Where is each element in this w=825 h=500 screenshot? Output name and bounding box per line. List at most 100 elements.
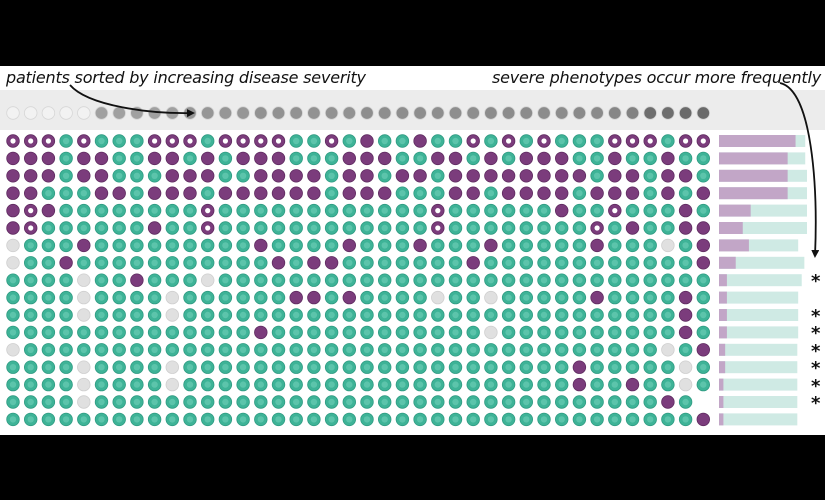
purple-dot (147, 151, 162, 166)
teal-dot-core (239, 207, 247, 214)
teal-dot-core (239, 364, 247, 371)
teal-dot-core (647, 277, 654, 284)
teal-dot-core (558, 346, 565, 353)
teal-dot-core (133, 224, 141, 232)
missing-dot (165, 290, 180, 305)
teal-dot-core (399, 416, 406, 423)
teal-dot-core (275, 346, 282, 353)
purple-dot (696, 256, 711, 270)
teal-dot-core (523, 329, 530, 336)
teal-dot-core (381, 416, 388, 423)
purple-ring-center (629, 138, 636, 144)
purple-dot (254, 169, 268, 183)
teal-dot-core (629, 329, 636, 336)
purple-dot (661, 169, 675, 183)
teal-dot-core (434, 329, 441, 336)
frequency-bar-phenotype (719, 135, 796, 147)
teal-dot-core (98, 277, 105, 284)
teal-dot-core (629, 311, 636, 319)
teal-dot-core (452, 294, 459, 301)
purple-dot (147, 186, 162, 200)
teal-dot-core (434, 172, 441, 179)
teal-dot-core (204, 259, 211, 266)
purple-dot (572, 169, 587, 183)
teal-dot-core (523, 242, 530, 249)
teal-dot-core (558, 311, 565, 319)
teal-dot-core (593, 416, 601, 423)
teal-dot-core (27, 398, 34, 406)
teal-dot-core (470, 381, 477, 388)
teal-dot-core (222, 311, 229, 319)
teal-dot-core (434, 242, 441, 249)
teal-dot-core (664, 416, 672, 423)
teal-dot-core (505, 329, 512, 336)
teal-dot-core (328, 277, 335, 284)
teal-dot-core (80, 190, 88, 197)
purple-dot (537, 151, 551, 166)
teal-dot-core (80, 329, 88, 336)
severity-dot (608, 106, 622, 120)
teal-dot-core (399, 242, 406, 249)
teal-dot-core (523, 259, 530, 266)
teal-dot-core (470, 346, 477, 353)
teal-dot-core (416, 224, 424, 232)
teal-dot-core (186, 311, 194, 319)
teal-dot-core (540, 224, 548, 232)
teal-dot-core (416, 346, 424, 353)
purple-dot (466, 186, 480, 200)
purple-dot (413, 134, 427, 148)
teal-dot-core (416, 294, 424, 301)
teal-dot-core (664, 224, 672, 232)
teal-dot-core (239, 172, 247, 179)
teal-dot-core (558, 364, 565, 371)
teal-dot-core (133, 207, 141, 214)
teal-dot-core (169, 346, 176, 353)
teal-dot-core (27, 242, 34, 249)
purple-dot (696, 238, 711, 253)
teal-dot-core (611, 242, 618, 249)
teal-dot-core (647, 155, 654, 162)
teal-dot-core (452, 398, 459, 406)
teal-dot-core (381, 242, 388, 249)
teal-dot-core (664, 294, 672, 301)
teal-dot-core (381, 398, 388, 406)
teal-dot-core (27, 416, 34, 423)
frequency-bar-phenotype (719, 343, 726, 356)
purple-ring-center (612, 208, 618, 214)
purple-dot (413, 169, 427, 183)
teal-dot-core (328, 190, 335, 197)
purple-ring-center (258, 138, 264, 144)
teal-dot-core (576, 277, 583, 284)
purple-dot (395, 169, 410, 183)
teal-dot-core (593, 381, 601, 388)
purple-dot (6, 169, 20, 183)
missing-dot (77, 290, 91, 305)
teal-dot-core (239, 294, 247, 301)
teal-dot-core (505, 416, 512, 423)
teal-dot-core (381, 294, 388, 301)
teal-dot-core (346, 259, 353, 266)
severity-dot (625, 106, 640, 120)
severity-dot (431, 106, 445, 120)
teal-dot-core (239, 381, 247, 388)
teal-dot-core (257, 364, 264, 371)
purple-dot (590, 290, 604, 305)
missing-dot (200, 273, 215, 287)
teal-dot-core (116, 207, 123, 214)
teal-dot-core (346, 207, 353, 214)
missing-dot (77, 308, 91, 322)
purple-dot (572, 360, 587, 374)
significance-mark: * (811, 393, 821, 414)
teal-dot-core (452, 329, 459, 336)
teal-dot-core (346, 398, 353, 406)
purple-ring-center (28, 138, 34, 144)
purple-dot (41, 203, 56, 218)
missing-dot (6, 343, 20, 357)
teal-dot-core (204, 242, 211, 249)
teal-dot-core (558, 416, 565, 423)
phenotype-dots (6, 134, 711, 427)
teal-dot-core (558, 294, 565, 301)
teal-dot-core (611, 311, 618, 319)
purple-dot (307, 186, 321, 200)
purple-dot (448, 151, 463, 166)
